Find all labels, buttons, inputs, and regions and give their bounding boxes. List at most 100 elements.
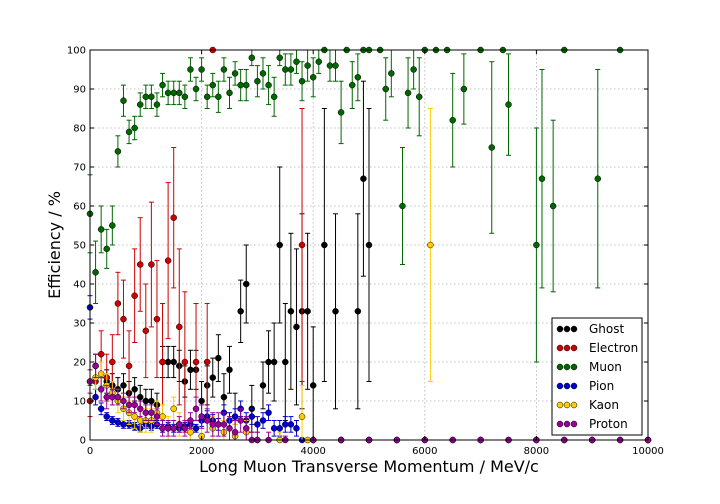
data-point <box>282 421 289 428</box>
data-point <box>505 101 512 108</box>
series-electron <box>86 46 306 433</box>
data-point <box>114 419 122 426</box>
data-point <box>192 405 200 413</box>
data-point <box>136 261 144 268</box>
data-point <box>388 70 395 77</box>
data-point <box>276 54 283 62</box>
data-point <box>337 109 345 116</box>
data-point <box>237 417 244 424</box>
y-tick-label: 70 <box>73 163 86 174</box>
data-point <box>231 70 239 77</box>
data-point <box>170 214 177 221</box>
data-point <box>293 58 300 65</box>
data-point <box>354 308 362 315</box>
data-point <box>404 89 412 97</box>
data-point <box>131 386 138 393</box>
data-point <box>97 386 105 393</box>
data-point <box>304 308 311 315</box>
data-point <box>209 81 217 89</box>
data-point <box>176 323 183 331</box>
data-point <box>215 421 222 428</box>
legend-label: Kaon <box>589 398 619 412</box>
y-tick-label: 100 <box>67 46 86 57</box>
x-tick-label: 10000 <box>632 446 664 457</box>
data-point <box>103 393 110 401</box>
data-point <box>187 66 194 73</box>
data-point <box>220 393 228 401</box>
data-point <box>349 81 356 89</box>
data-point <box>203 93 211 101</box>
legend-entry-kaon: Kaon <box>556 398 619 412</box>
axis-ticks: 0 2000 4000 6000 8000 10000 0 10 20 30 40 50 60 70 80 9… <box>67 46 664 458</box>
data-point <box>237 81 244 89</box>
legend-label: Proton <box>589 417 628 431</box>
data-point <box>176 89 183 97</box>
y-tick-label: 10 <box>73 397 86 408</box>
data-point <box>321 241 328 249</box>
data-point <box>103 245 110 253</box>
data-point <box>114 393 122 401</box>
data-point <box>220 421 228 428</box>
y-tick-label: 0 <box>80 436 86 447</box>
legend-marker <box>556 401 564 409</box>
data-point <box>97 405 105 413</box>
data-point <box>415 93 423 101</box>
legend-marker <box>570 401 578 409</box>
data-point <box>97 350 105 358</box>
data-point <box>242 81 250 89</box>
data-point <box>287 66 295 73</box>
legend-marker <box>570 382 578 390</box>
data-point <box>192 425 200 432</box>
legend-marker <box>563 344 571 352</box>
legend-marker <box>563 325 571 333</box>
data-point <box>114 300 122 307</box>
data-point <box>114 148 122 155</box>
x-tick-label: 4000 <box>300 446 325 457</box>
legend: Ghost Electron Muon Pion Kaon Proton <box>551 317 643 436</box>
data-point <box>125 128 133 136</box>
data-point <box>170 89 177 97</box>
data-point <box>427 241 434 249</box>
data-point <box>142 327 150 335</box>
legend-marker <box>563 382 571 390</box>
legend-marker <box>563 363 571 371</box>
x-tick-label: 6000 <box>412 446 437 457</box>
data-point <box>265 358 272 366</box>
data-point <box>326 62 334 69</box>
y-tick-label: 60 <box>73 202 86 213</box>
data-point <box>270 425 278 432</box>
data-point <box>259 70 267 77</box>
legend-label: Muon <box>589 360 622 374</box>
y-tick-label: 80 <box>73 124 86 135</box>
legend-marker <box>556 363 564 371</box>
data-point <box>92 269 99 276</box>
data-point <box>410 66 417 73</box>
data-point <box>131 401 138 409</box>
data-point <box>136 101 144 108</box>
data-point <box>170 405 177 413</box>
data-point <box>187 428 194 436</box>
legend-entry-muon: Muon <box>556 360 622 374</box>
data-point <box>153 101 161 108</box>
data-point <box>265 409 272 416</box>
data-point <box>153 413 161 420</box>
data-point <box>164 89 172 97</box>
data-point <box>270 93 278 101</box>
data-point <box>293 425 300 432</box>
data-point <box>92 362 99 370</box>
data-point <box>203 358 211 366</box>
data-point <box>181 425 189 432</box>
data-point <box>109 393 116 401</box>
x-axis-label: Long Muon Transverse Momentum / MeV/c <box>199 457 539 476</box>
y-tick-label: 20 <box>73 358 86 369</box>
data-point <box>192 358 200 366</box>
data-point <box>276 241 283 249</box>
data-point <box>131 413 138 420</box>
data-point <box>120 421 127 428</box>
data-point <box>315 58 323 65</box>
data-point <box>248 413 256 420</box>
data-point <box>276 425 283 432</box>
legend-marker <box>556 325 564 333</box>
data-point <box>164 257 172 264</box>
